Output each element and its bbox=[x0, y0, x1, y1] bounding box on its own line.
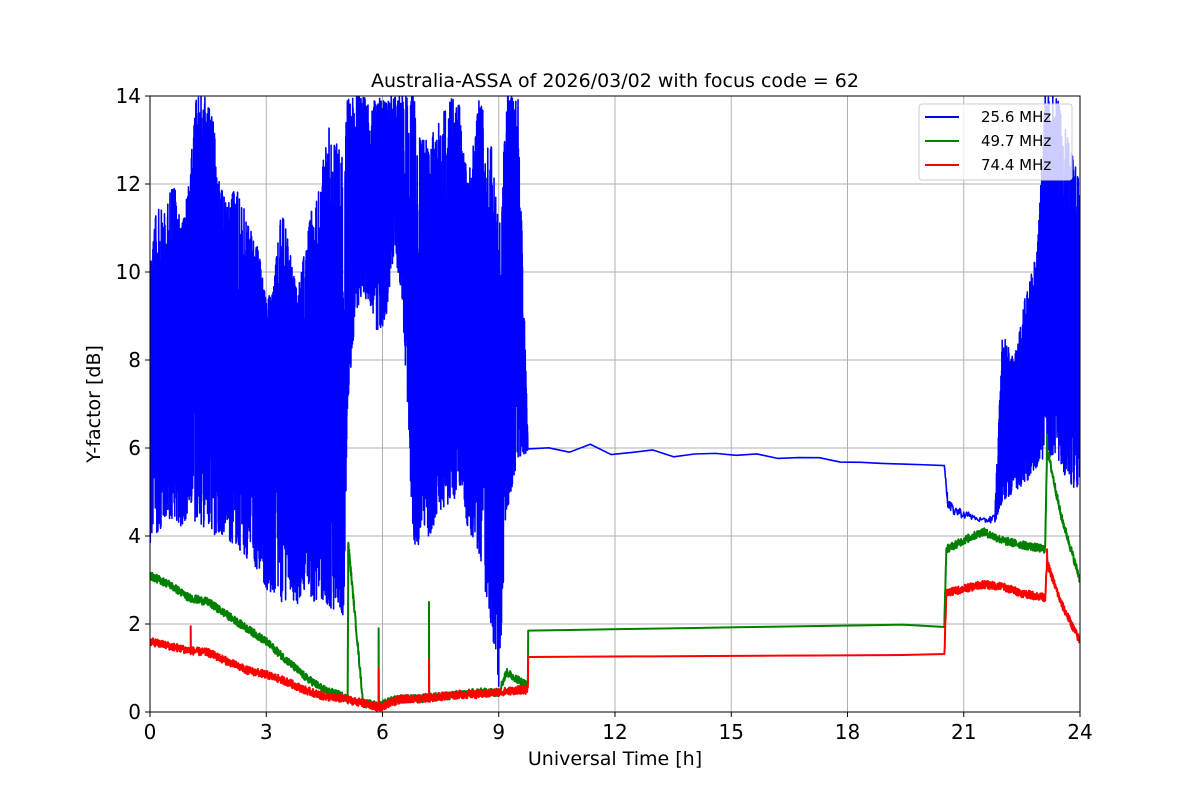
legend: 25.6 MHz 49.7 MHz 74.4 MHz bbox=[918, 103, 1073, 181]
x-tick-label: 3 bbox=[260, 720, 273, 744]
series-line bbox=[150, 548, 1080, 712]
x-tick-label: 0 bbox=[144, 720, 157, 744]
x-tick-label: 6 bbox=[376, 720, 389, 744]
x-tick-label: 9 bbox=[492, 720, 505, 744]
series-25-6-mhz bbox=[150, 96, 1080, 687]
y-tick-label: 0 bbox=[128, 700, 141, 724]
y-tick-label: 10 bbox=[116, 260, 141, 284]
legend-label: 74.4 MHz bbox=[981, 156, 1051, 174]
y-tick-label: 12 bbox=[116, 172, 141, 196]
x-axis-label: Universal Time [h] bbox=[528, 748, 702, 770]
y-tick-label: 8 bbox=[128, 348, 141, 372]
series-line bbox=[150, 96, 1080, 687]
series-layer bbox=[150, 96, 1080, 712]
x-tick-label: 18 bbox=[835, 720, 860, 744]
chart-title: Australia-ASSA of 2026/03/02 with focus … bbox=[371, 70, 859, 92]
x-tick-label: 21 bbox=[951, 720, 976, 744]
x-tick-label: 15 bbox=[719, 720, 744, 744]
y-axis-label: Y-factor [dB] bbox=[83, 345, 105, 464]
y-tick-label: 4 bbox=[128, 524, 141, 548]
y-tick-label: 2 bbox=[128, 612, 141, 636]
series-74-4-mhz bbox=[150, 548, 1080, 712]
legend-label: 25.6 MHz bbox=[981, 108, 1051, 126]
legend-box bbox=[918, 103, 1073, 181]
y-tick-label: 6 bbox=[128, 436, 141, 460]
legend-label: 49.7 MHz bbox=[981, 132, 1051, 150]
x-tick-label: 12 bbox=[602, 720, 627, 744]
y-tick-label: 14 bbox=[116, 84, 141, 108]
x-tick-label: 24 bbox=[1067, 720, 1092, 744]
